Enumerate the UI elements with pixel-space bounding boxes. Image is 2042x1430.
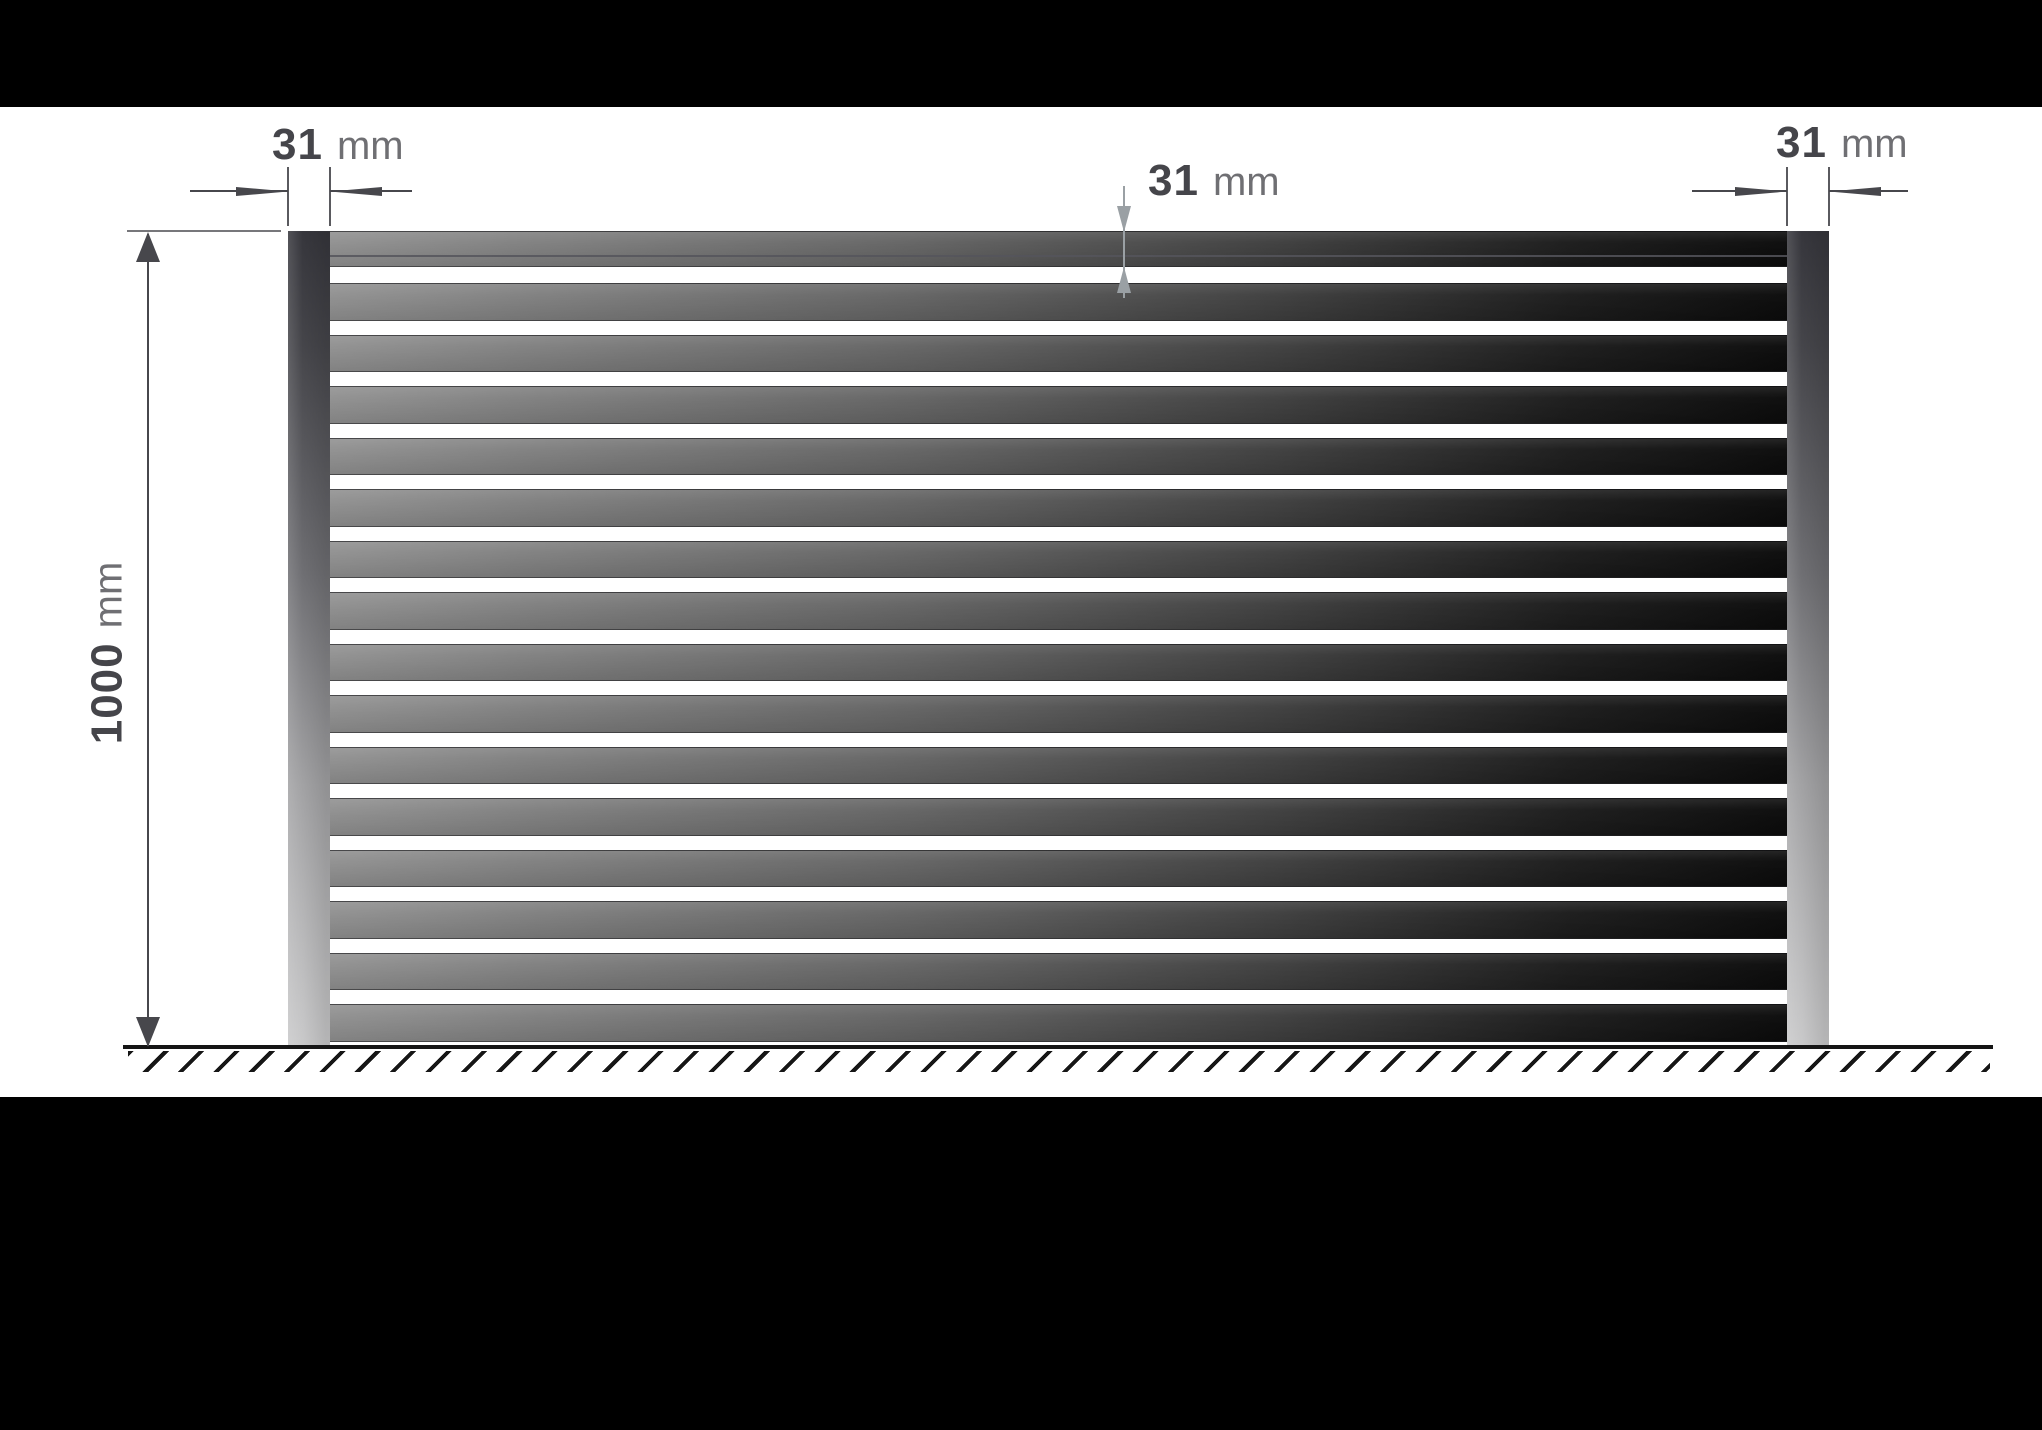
extension-line [329, 167, 331, 226]
fence-slat [330, 901, 1787, 939]
slat-divider-line [330, 255, 1787, 257]
dimension-line [147, 234, 149, 1046]
dim-unit: mm [86, 561, 131, 629]
bottom-letterbox-band [0, 1097, 2042, 1430]
arrowhead-icon [330, 187, 382, 196]
fence-slat [330, 437, 1787, 475]
ground-line [123, 1045, 1993, 1049]
dim-label-panel-height: 1000 mm [83, 561, 136, 746]
fence-slat [330, 540, 1787, 578]
fence-slat [330, 386, 1787, 424]
arrowhead-icon [136, 1017, 160, 1047]
fence-slat [330, 643, 1787, 681]
arrowhead-icon [1735, 187, 1787, 196]
dim-label-slat-height: 31 mm [1148, 159, 1280, 209]
dimension-line [1123, 186, 1125, 298]
fence-slat [330, 695, 1787, 733]
extension-line [287, 167, 289, 226]
fence-slat [330, 746, 1787, 784]
arrowhead-icon [1829, 187, 1881, 196]
dim-label-right-post: 31 mm [1776, 121, 1908, 171]
fence-slat [330, 592, 1787, 630]
dim-value: 31 [272, 120, 323, 169]
extension-line [1786, 167, 1788, 226]
extension-line [127, 230, 281, 232]
fence-slat [330, 334, 1787, 372]
fence-left-post [288, 231, 330, 1047]
fence-slats [330, 231, 1787, 1047]
extension-line [1828, 167, 1830, 226]
fence-slat [330, 231, 1787, 267]
fence-right-post [1787, 231, 1829, 1047]
arrowhead-icon [236, 187, 288, 196]
dim-unit: mm [1212, 160, 1280, 204]
dim-value: 31 [1776, 118, 1827, 167]
ground-hatching [128, 1051, 1990, 1072]
fence-slat [330, 283, 1787, 321]
dim-unit: mm [1840, 122, 1908, 166]
arrowhead-icon [136, 232, 160, 262]
fence-slat [330, 1004, 1787, 1042]
dim-value: 31 [1148, 156, 1199, 205]
dim-value: 1000 [82, 642, 132, 745]
fence-slat [330, 798, 1787, 836]
top-letterbox-band [0, 0, 2042, 107]
arrowhead-icon [1117, 206, 1131, 232]
fence-slat [330, 849, 1787, 887]
dim-label-left-post: 31 mm [272, 123, 404, 173]
dim-unit: mm [336, 124, 404, 168]
fence-slat [330, 952, 1787, 990]
fence-slat [330, 489, 1787, 527]
